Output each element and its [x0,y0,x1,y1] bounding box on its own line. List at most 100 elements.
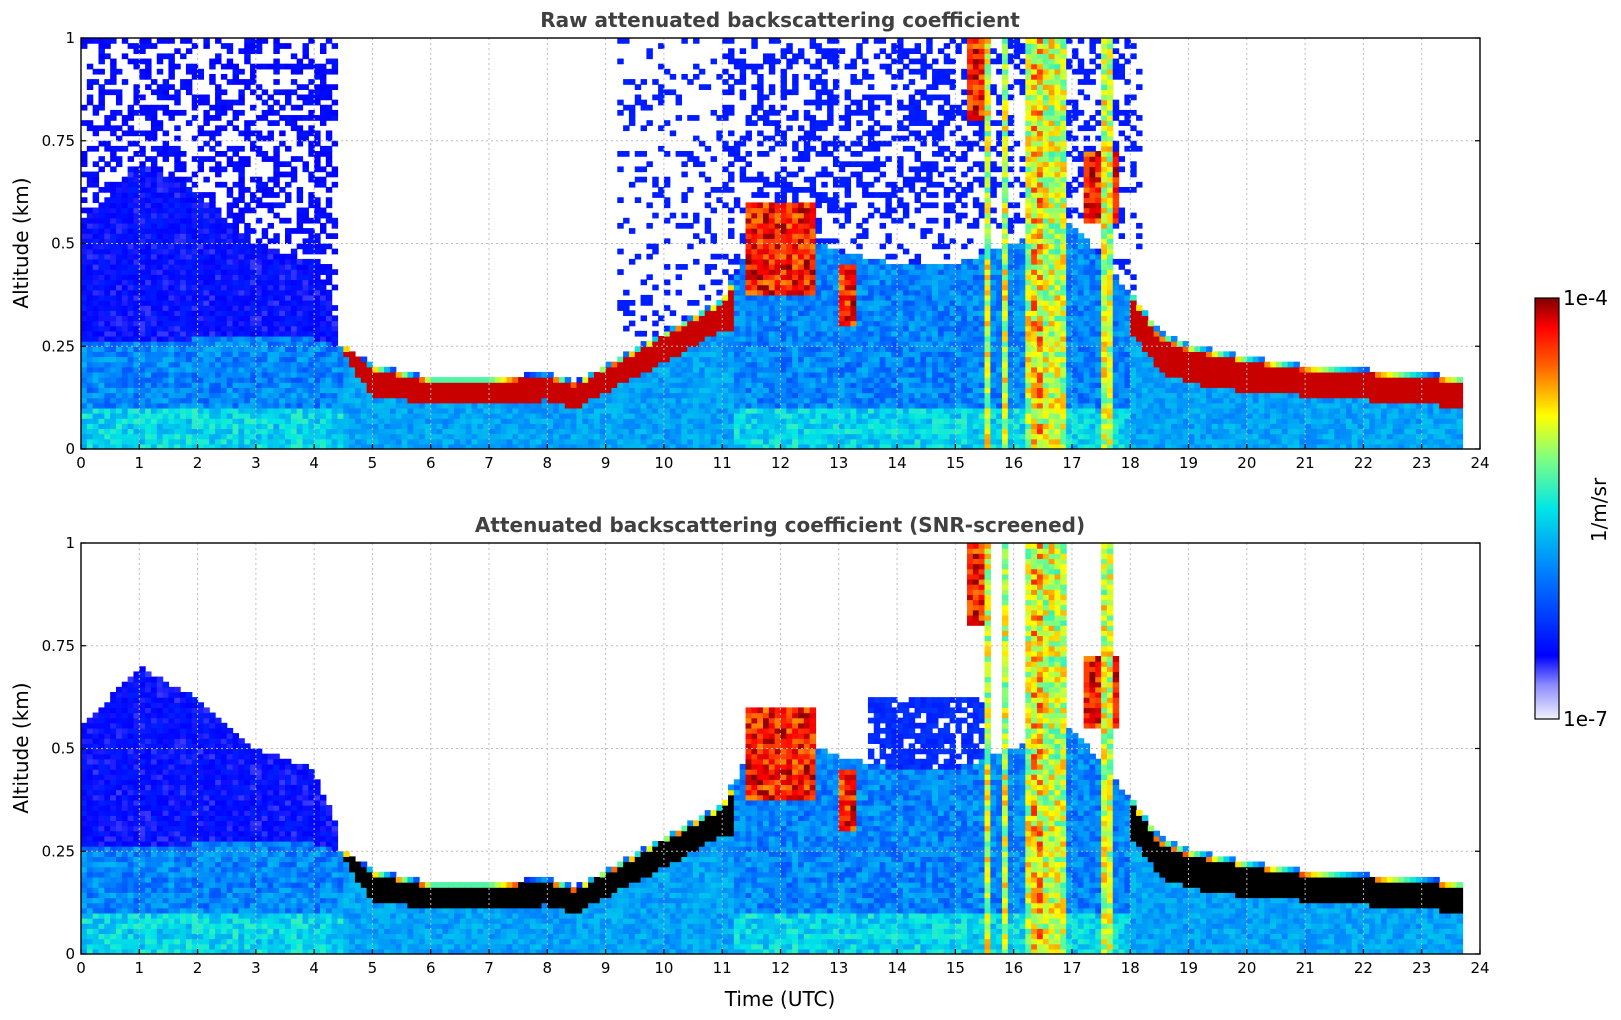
panel-raw-cell [407,397,414,404]
panel-raw-cell [168,264,175,270]
panel-raw-cell [314,330,321,337]
panel-raw-cell [290,289,298,296]
panel-raw-cell [774,258,782,265]
panel-raw-cell [751,325,758,332]
panel-raw-cell [815,248,822,255]
panel-raw-cell [757,264,764,270]
panel-raw-cell [110,305,117,311]
panel-raw-cell [185,387,193,394]
panel-raw-cell [372,438,379,445]
panel-raw-cell [250,397,257,404]
panel-raw-cell [815,346,822,352]
panel-raw-cell [197,233,205,239]
panel-raw-cell [250,89,257,96]
panel-raw-cell [261,192,269,198]
panel-raw-cell [792,294,799,301]
panel-raw-cell [704,433,712,440]
panel-raw-cell [139,382,146,388]
panel-raw-cell [663,120,671,126]
panel-raw-cell [145,361,152,368]
panel-raw-cell [372,413,379,419]
panel-raw-cell [145,274,152,281]
panel-raw-cell [681,346,688,352]
panel-raw-cell [763,438,770,445]
panel-raw-cell [354,407,362,414]
panel-raw-cell [739,382,747,388]
panel-raw-cell [786,43,793,49]
panel-raw-cell [285,418,292,424]
panel-raw-cell [296,217,304,224]
panel-raw-cell [372,392,379,399]
panel-raw-cell [419,428,426,435]
panel-raw-cell [139,181,146,188]
panel-raw-cell [250,264,257,270]
panel-raw-cell [623,310,630,317]
panel-raw-cell [145,356,152,363]
panel-raw-cell [489,387,496,394]
panel-raw-cell [86,335,94,342]
panel-raw-cell [558,413,566,419]
panel-raw-cell [570,413,578,419]
panel-raw-cell [669,330,677,337]
panel-raw-cell [250,43,257,49]
panel-raw-cell [728,233,735,239]
panel-raw-cell [693,135,700,142]
panel-raw-cell [331,335,339,342]
panel-raw-cell [150,418,158,424]
panel-raw-cell [185,212,193,219]
panel-raw-cell [675,356,683,363]
panel-raw-cell [722,366,729,373]
panel-raw-cell [191,269,199,275]
panel-raw-cell [739,68,747,75]
panel-raw-cell [261,115,269,121]
panel-raw-cell [663,438,671,445]
panel-raw-cell [663,382,671,388]
panel-raw-cell [308,58,315,65]
panel-raw-cell [174,387,181,394]
panel-raw-cell [185,274,193,281]
panel-raw-cell [815,377,822,383]
panel-raw-cell [815,243,822,250]
panel-raw-cell [180,346,187,352]
panel-raw-cell [547,418,554,424]
panel-raw-cell [722,166,729,173]
panel-raw-cell [220,99,228,106]
panel-raw-cell [255,325,263,332]
panel-raw-cell [86,264,94,270]
panel-raw-cell [250,300,257,306]
panel-raw-cell [296,228,304,234]
panel-raw-cell [745,377,752,383]
panel-raw-cell [244,392,251,399]
panel-raw-cell [209,418,216,424]
panel-raw-cell [185,197,193,203]
panel-raw-cell [156,233,164,239]
panel-raw-cell [640,351,648,358]
panel-raw-cell [529,418,537,424]
panel-raw-cell [110,156,117,162]
panel-raw-cell [261,423,269,430]
panel-raw-cell [576,407,583,414]
panel-raw-cell [325,438,333,445]
panel-raw-cell [174,320,181,327]
panel-raw-cell [331,428,339,435]
panel-raw-cell [133,109,140,116]
panel-raw-cell [687,371,694,378]
panel-raw-cell [652,248,659,255]
panel-raw-cell [133,351,140,358]
panel-raw-cell [296,335,304,342]
panel-raw-cell [640,166,648,173]
panel-raw-cell [273,151,280,157]
panel-raw-cell [314,315,321,322]
panel-raw-cell [139,407,146,414]
panel-raw-cell [255,305,263,311]
panel-raw-cell [121,145,129,152]
panel-raw-cell [238,330,245,337]
panel-raw-cell [675,397,683,404]
panel-raw-cell [763,58,770,65]
panel-raw-cell [413,387,420,394]
panel-raw-cell [104,356,111,363]
panel-raw-cell [698,320,706,327]
panel-raw-cell [751,264,758,270]
panel-raw-cell [349,402,356,409]
panel-raw-cell [203,212,210,219]
